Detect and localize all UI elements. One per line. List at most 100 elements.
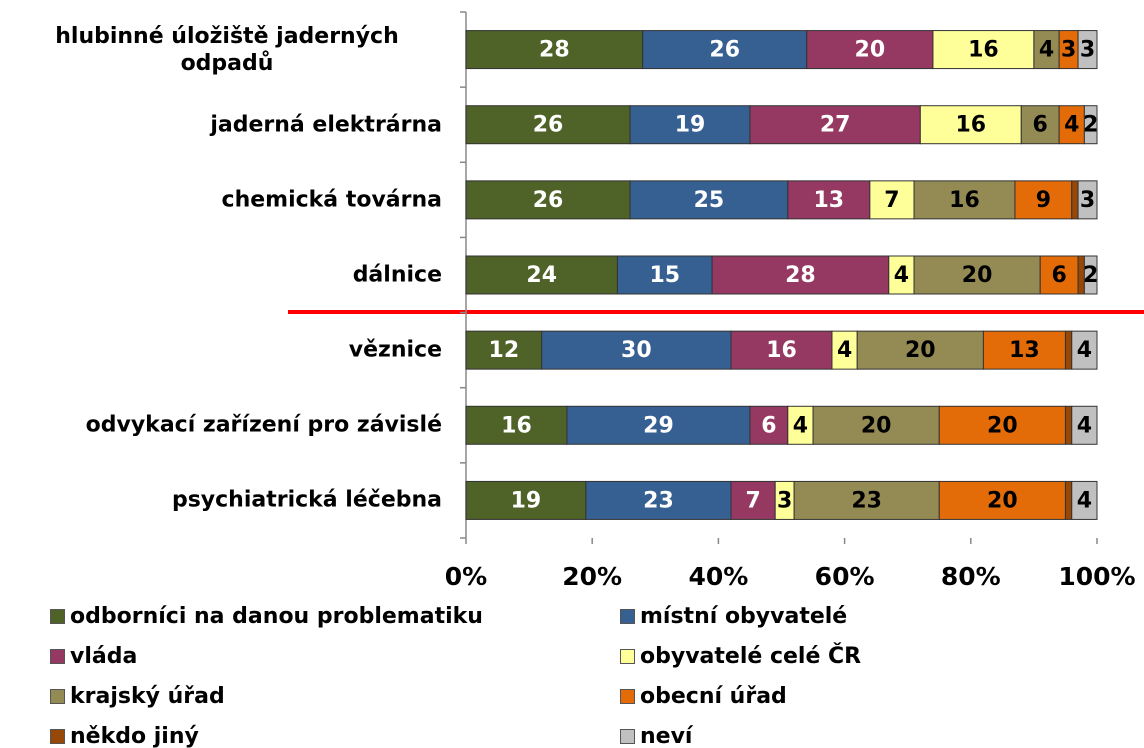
data-label: 20 <box>987 413 1018 438</box>
category-label: jaderná elektrárna <box>210 112 442 138</box>
data-label: 9 <box>1036 188 1051 213</box>
data-label: 4 <box>837 338 852 363</box>
bar-segment <box>541 330 732 370</box>
legend-label: někdo jiný <box>70 724 199 748</box>
bar-segment <box>585 480 732 520</box>
data-label: 15 <box>649 263 680 288</box>
x-tick-label: 100% <box>1058 562 1135 591</box>
bar-segment <box>465 255 618 295</box>
data-label: 16 <box>949 188 980 213</box>
data-label: 25 <box>694 188 725 213</box>
data-label: 7 <box>745 488 760 513</box>
legend-swatch <box>50 649 65 664</box>
bar-segment <box>1077 30 1098 70</box>
legend-swatch <box>620 609 635 624</box>
data-label: 30 <box>621 338 652 363</box>
data-label: 4 <box>894 263 909 288</box>
bar-segment <box>465 30 644 70</box>
bar-segment <box>566 405 751 445</box>
bar-segment <box>465 330 543 370</box>
data-label: 3 <box>1080 188 1095 213</box>
bar-segment <box>1077 180 1098 220</box>
category-label: věznice <box>348 337 442 363</box>
bar-segment <box>629 105 751 145</box>
bar-segment <box>1071 330 1098 370</box>
data-label: 2 <box>1083 263 1098 288</box>
data-label: 29 <box>643 413 674 438</box>
legend-item: obecní úřad <box>620 684 787 709</box>
bar-segment <box>730 330 833 370</box>
legend-swatch <box>620 649 635 664</box>
x-tick-label: 40% <box>688 562 748 591</box>
legend-item: někdo jiný <box>50 724 199 748</box>
bar-segment <box>711 255 890 295</box>
data-label: 3 <box>1061 38 1076 63</box>
data-label: 20 <box>861 413 892 438</box>
bar-segment <box>749 405 789 445</box>
bar-segment <box>1064 330 1073 370</box>
legend-item: krajský úřad <box>50 684 225 709</box>
data-label: 26 <box>533 113 564 138</box>
data-label: 12 <box>489 338 520 363</box>
data-label: 28 <box>785 263 816 288</box>
legend-item: odborníci na danou problematiku <box>50 604 483 629</box>
bar-segment <box>1083 255 1098 295</box>
data-label: 19 <box>675 113 706 138</box>
bar-segment <box>787 180 871 220</box>
data-label: 28 <box>539 38 570 63</box>
legend-label: obecní úřad <box>640 684 787 709</box>
data-label: 13 <box>1009 338 1040 363</box>
bar-segment <box>629 180 789 220</box>
legend-item: vláda <box>50 644 137 669</box>
data-label: 27 <box>820 113 851 138</box>
data-label: 16 <box>968 38 999 63</box>
data-label: 23 <box>643 488 674 513</box>
bar-segment <box>1071 180 1079 220</box>
bar-segment <box>1071 480 1098 520</box>
bar-segment <box>749 105 921 145</box>
data-label: 3 <box>777 488 792 513</box>
bar-segment <box>982 330 1066 370</box>
legend-swatch <box>50 609 65 624</box>
data-label: 2 <box>1083 113 1098 138</box>
legend-item: místní obyvatelé <box>620 604 847 629</box>
bar-segment <box>793 480 940 520</box>
data-label: 16 <box>501 413 532 438</box>
data-label: 23 <box>851 488 882 513</box>
data-label: 13 <box>814 188 845 213</box>
data-label: 3 <box>1080 38 1095 63</box>
legend-label: místní obyvatelé <box>640 604 848 629</box>
data-label: 4 <box>793 413 808 438</box>
x-tick-label: 80% <box>941 562 1001 591</box>
category-label: odvykací zařízení pro závislé <box>85 412 442 438</box>
bar-segment <box>1064 405 1073 445</box>
data-label: 16 <box>766 338 797 363</box>
data-label: 20 <box>987 488 1018 513</box>
data-label: 20 <box>962 263 993 288</box>
bar-segment <box>1020 105 1060 145</box>
bar-segment <box>869 180 915 220</box>
bar-segment <box>806 30 934 70</box>
x-tick-label: 60% <box>815 562 875 591</box>
legend-label: neví <box>640 724 693 748</box>
data-label: 6 <box>1033 113 1048 138</box>
bar-segment <box>812 405 940 445</box>
data-label: 24 <box>526 263 557 288</box>
legend-label: krajský úřad <box>70 684 225 709</box>
data-label: 16 <box>955 113 986 138</box>
bar-segment <box>856 330 984 370</box>
bar-segment <box>465 480 587 520</box>
data-label: 4 <box>1077 338 1092 363</box>
category-label: hlubinné úložiště jaderných odpadů <box>55 23 399 76</box>
bar-segment <box>938 405 1066 445</box>
bar-segment <box>1033 30 1060 70</box>
bar-segment <box>1014 180 1073 220</box>
x-tick-label: 20% <box>562 562 622 591</box>
data-label: 7 <box>884 188 899 213</box>
data-label: 4 <box>1039 38 1054 63</box>
data-label: 26 <box>709 38 740 63</box>
bar-segment <box>1083 105 1098 145</box>
legend-label: vláda <box>70 644 138 669</box>
